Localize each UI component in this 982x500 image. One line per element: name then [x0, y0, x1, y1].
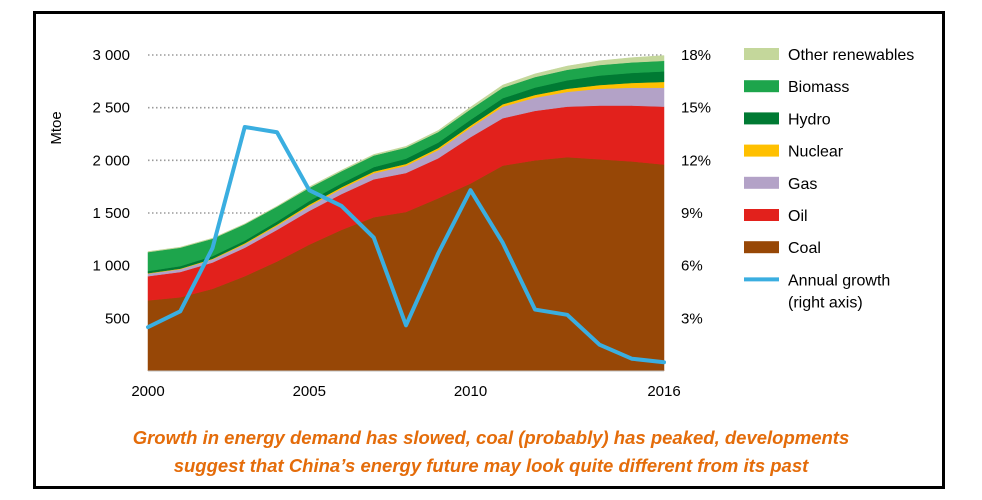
- y-tick-label: 2 500: [92, 100, 130, 117]
- x-tick-label: 2000: [131, 383, 164, 400]
- area-other-renewables: [147, 55, 665, 253]
- legend-label-oil: Oil: [788, 208, 808, 225]
- caption-line-1: Growth in energy demand has slowed, coal…: [133, 427, 850, 448]
- legend: Other renewables Biomass Hydro Nuclear Gas Oi…: [744, 47, 914, 311]
- y-tick-label: 500: [105, 310, 130, 327]
- y2-tick-label: 6%: [681, 258, 703, 275]
- caption: Growth in energy demand has slowed, coal…: [133, 427, 850, 476]
- y-tick-label: 3 000: [92, 47, 130, 64]
- legend-label-other-renewables: Other renewables: [788, 47, 914, 64]
- y2-tick-label: 12%: [681, 152, 711, 169]
- y2-tick-label: 9%: [681, 205, 703, 222]
- y-tick-label: 2 000: [92, 152, 130, 169]
- caption-line-2: suggest that China’s energy future may l…: [174, 455, 809, 476]
- y2-tick-label: 18%: [681, 47, 711, 64]
- stacked-areas: [147, 55, 665, 372]
- y2-tick-label: 15%: [681, 100, 711, 117]
- legend-label-nuclear: Nuclear: [788, 144, 844, 161]
- x-tick-label: 2016: [647, 383, 680, 400]
- legend-label-coal: Coal: [788, 240, 821, 257]
- legend-label-gas: Gas: [788, 176, 817, 193]
- legend-swatch-oil: [744, 209, 779, 221]
- y-tick-label: 1 500: [92, 205, 130, 222]
- legend-swatch-other-renewables: [744, 48, 779, 60]
- y-axis-label: Mtoe: [48, 111, 65, 144]
- legend-swatch-hydro: [744, 112, 779, 125]
- y-tick-label: 1 000: [92, 258, 130, 275]
- legend-swatch-biomass: [744, 80, 779, 93]
- legend-label-right-axis: (right axis): [788, 294, 863, 311]
- legend-swatch-gas: [744, 176, 779, 189]
- y2-tick-label: 3%: [681, 310, 703, 327]
- axes: Mtoe 500 1 000 1 500 2 000 2 500 3 000 3% 6% 9% 1…: [48, 47, 711, 400]
- x-tick-label: 2010: [454, 383, 487, 400]
- legend-label-hydro: Hydro: [788, 111, 831, 128]
- growth-line-layer: [146, 124, 666, 365]
- legend-swatch-coal: [744, 241, 779, 254]
- legend-label-biomass: Biomass: [788, 79, 849, 96]
- legend-swatch-nuclear: [744, 144, 779, 157]
- legend-label-annual-growth: Annual growth: [788, 272, 890, 289]
- annual-growth-line: [146, 124, 666, 365]
- x-tick-label: 2005: [293, 383, 326, 400]
